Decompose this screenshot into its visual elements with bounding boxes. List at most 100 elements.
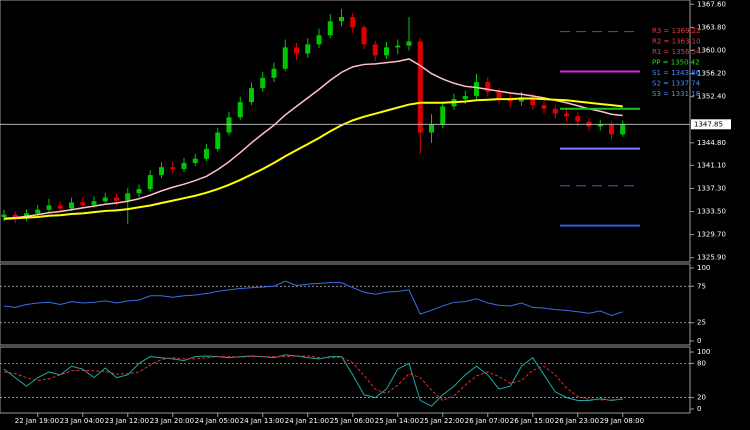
pivot-label: S3 = 1331.18: [652, 90, 700, 98]
candle-body: [192, 158, 198, 163]
candle-body: [575, 116, 581, 122]
main-plot: [1, 9, 640, 227]
candle-body: [159, 167, 164, 176]
candle-body: [339, 17, 344, 22]
x-tick-label: 23 Jan 12:00: [105, 417, 149, 425]
x-tick-label: 26 Jan 23:00: [555, 417, 599, 425]
candle-body: [91, 201, 97, 205]
candle-body: [361, 27, 367, 45]
candle-body: [305, 44, 311, 54]
candle-body: [237, 102, 243, 118]
pivot-label: PP = 1350.42: [652, 59, 700, 67]
y-tick-label: 0: [697, 405, 701, 413]
candle-body: [69, 202, 74, 209]
y-tick-label: 75: [697, 282, 706, 290]
y-tick-label: 1333.50: [697, 208, 726, 216]
candle-body: [429, 124, 434, 133]
y-tick-label: 1367.60: [697, 0, 726, 8]
candle-body: [147, 175, 153, 190]
candle-body: [181, 162, 187, 169]
pivot-label: S2 = 1337.74: [652, 80, 701, 88]
candle-body: [24, 213, 29, 218]
candle-body: [485, 82, 491, 92]
candle-body: [1, 214, 7, 218]
candle-body: [282, 47, 288, 69]
y-tick-label: 20: [697, 394, 706, 402]
candle-body: [136, 189, 142, 194]
indicator-line: [3, 280, 623, 316]
y-tick-label: 1360.00: [697, 46, 726, 54]
y-tick-label: 0: [697, 337, 701, 345]
x-tick-label: 26 Jan 15:00: [510, 417, 554, 425]
stoch-panel-frame: [0, 346, 691, 414]
current-price-label: 1347.85: [694, 120, 723, 128]
x-tick-label: 25 Jan 14:00: [375, 417, 419, 425]
candle-body: [530, 97, 536, 106]
candle-body: [204, 148, 209, 159]
candle-body: [260, 77, 266, 89]
candle-body: [12, 214, 18, 218]
rsi-panel-frame: [0, 263, 691, 346]
y-tick-label: 1356.20: [697, 70, 726, 78]
x-tick-label: 24 Jan 05:00: [195, 417, 239, 425]
y-tick-label: 1337.30: [697, 184, 726, 192]
candle-body: [440, 106, 446, 125]
x-tick-label: 25 Jan 22:00: [420, 417, 464, 425]
candle-body: [57, 205, 63, 209]
x-tick-label: 22 Jan 19:00: [15, 417, 59, 425]
candle-body: [384, 47, 389, 56]
candle-body: [474, 82, 479, 97]
pivot-label: R3 = 1369.22: [652, 27, 701, 35]
candle-body: [564, 113, 569, 117]
x-tick-label: 24 Jan 21:00: [285, 417, 329, 425]
y-tick-label: 1352.40: [697, 93, 726, 101]
candle-body: [496, 91, 502, 100]
x-tick-label: 23 Jan 20:00: [150, 417, 194, 425]
x-tick-label: 29 Jan 08:00: [600, 417, 644, 425]
y-tick-label: 1344.80: [697, 139, 726, 147]
pivot-label: S1 = 1343.86: [652, 69, 701, 77]
y-tick-label: 80: [697, 359, 706, 367]
y-tick-label: 100: [697, 348, 710, 356]
candle-body: [294, 47, 299, 54]
candle-body: [372, 44, 378, 56]
candle-body: [80, 202, 86, 205]
x-tick-label: 24 Jan 13:00: [240, 417, 284, 425]
candle-body: [249, 88, 254, 103]
candle-body: [462, 96, 468, 100]
candle-body: [552, 108, 558, 114]
y-tick-label: 1325.90: [697, 254, 726, 262]
candle-body: [541, 105, 547, 109]
candle-body: [102, 197, 108, 202]
y-tick-label: 1329.70: [697, 231, 726, 239]
candle-body: [350, 17, 356, 28]
candle-body: [215, 132, 221, 149]
indicator-line: [3, 355, 623, 402]
current-price-box: [691, 119, 731, 130]
candle-body: [271, 68, 277, 78]
y-tick-label: 25: [697, 319, 706, 327]
candle-body: [395, 45, 401, 48]
main-panel-frame: [0, 0, 691, 263]
candle-body: [35, 209, 41, 214]
y-tick-label: 1341.10: [697, 161, 726, 169]
candle-body: [609, 124, 614, 135]
x-tick-label: 26 Jan 07:00: [465, 417, 509, 425]
x-tick-label: 23 Jan 04:00: [60, 417, 104, 425]
candle-body: [507, 99, 513, 102]
x-tick-label: 25 Jan 06:00: [330, 417, 374, 425]
candle-body: [170, 167, 176, 169]
indicator-line: [3, 354, 623, 407]
candle-body: [327, 21, 333, 36]
y-tick-label: 100: [697, 264, 710, 272]
pivot-label: R2 = 1363.10: [652, 38, 701, 46]
candle-body: [417, 41, 423, 133]
candle-body: [114, 197, 119, 201]
indicator-line: [3, 58, 623, 219]
candle-body: [226, 117, 232, 133]
candle-body: [597, 124, 603, 127]
candle-body: [125, 193, 131, 201]
y-tick-label: 1363.80: [697, 23, 726, 31]
